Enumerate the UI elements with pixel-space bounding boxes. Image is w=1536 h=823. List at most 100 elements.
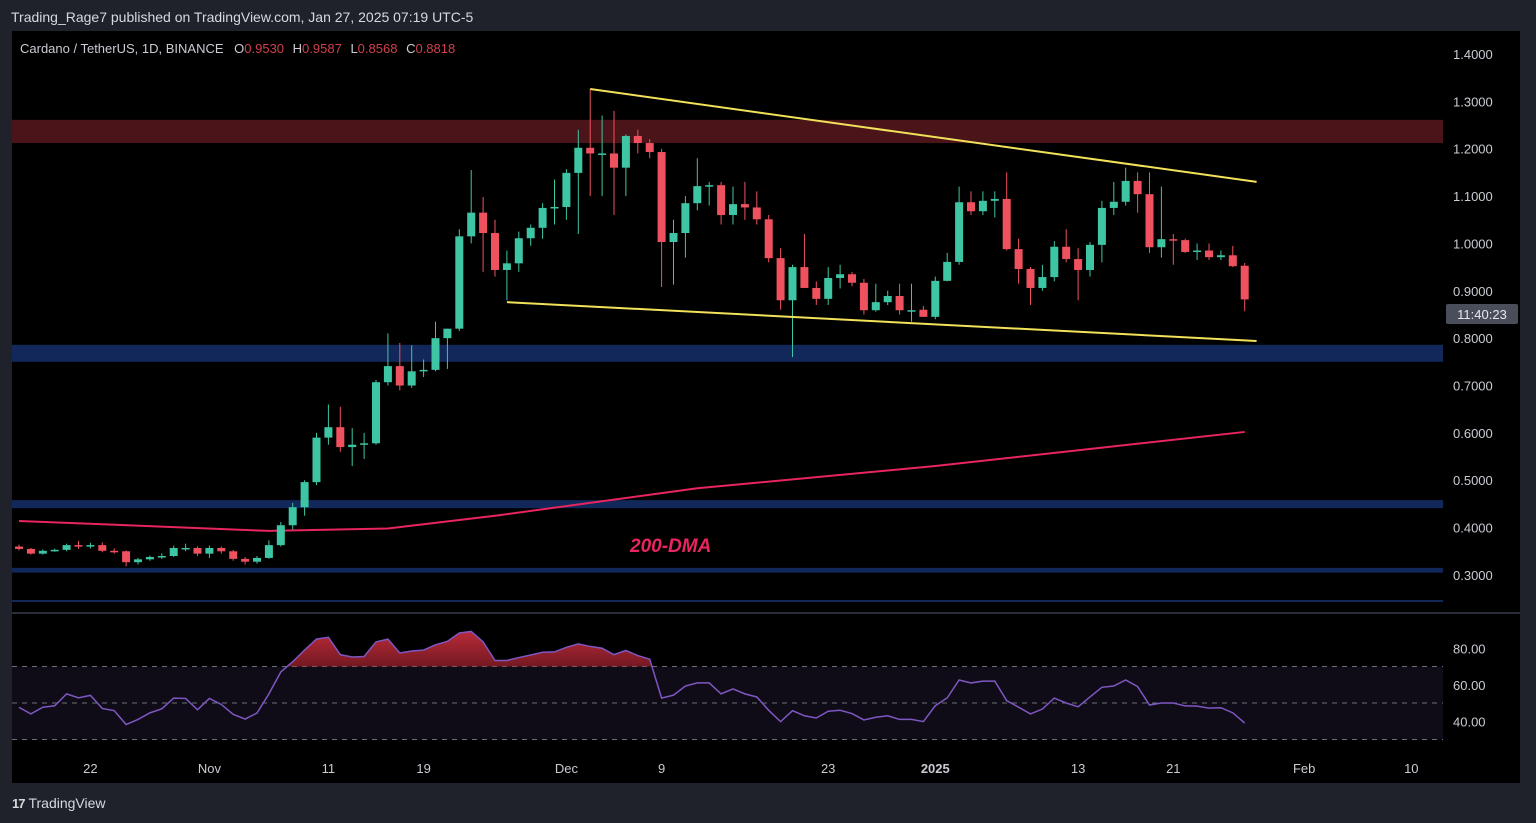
candle	[324, 404, 333, 445]
high-value: 0.9587	[302, 41, 342, 56]
close-value: 0.8818	[415, 41, 455, 56]
candle-body	[919, 309, 928, 317]
candle	[62, 543, 71, 552]
candle-body	[1014, 249, 1023, 270]
candle-body	[15, 546, 23, 549]
candle-body	[467, 212, 476, 237]
candle-body	[134, 559, 142, 563]
candle	[752, 191, 761, 225]
candle	[1014, 238, 1023, 284]
rsi-tick-label: 60.00	[1453, 678, 1486, 693]
candle-body	[241, 558, 250, 562]
price-tick-label: 1.4000	[1453, 47, 1493, 62]
candle-body	[824, 278, 833, 299]
price-tick-label: 0.4000	[1453, 521, 1493, 536]
tradingview-brand[interactable]: 17 TradingView	[12, 795, 106, 811]
candle-body	[1074, 259, 1083, 270]
candle-body	[264, 545, 273, 558]
candle	[74, 540, 83, 549]
candle	[1169, 233, 1178, 265]
candle-body	[657, 152, 666, 243]
candle-body	[276, 525, 285, 546]
candle	[764, 215, 773, 263]
candle	[145, 555, 154, 561]
time-tick-label: 2025	[921, 761, 950, 776]
time-axis[interactable]: 22 Nov 11 19 Dec 9 23 2025 13 21 Feb 10	[83, 761, 1418, 776]
candle	[419, 359, 428, 377]
candle	[907, 283, 916, 322]
candle-body	[550, 206, 559, 209]
candle	[360, 432, 369, 459]
low-label: L	[350, 41, 357, 56]
candle-body	[621, 135, 630, 168]
candle-body	[1026, 269, 1035, 288]
candle-body	[848, 274, 856, 283]
candle-body	[50, 549, 59, 552]
candle	[134, 557, 142, 565]
candle-body	[883, 296, 892, 303]
candle-body	[348, 444, 357, 448]
candle-body	[193, 547, 202, 554]
candle	[931, 276, 940, 320]
candle-body	[62, 545, 71, 550]
candle	[502, 250, 511, 301]
candle	[883, 290, 892, 306]
candle	[740, 181, 749, 220]
candle	[1109, 181, 1118, 216]
open-value: 0.9530	[244, 41, 284, 56]
candle-body	[110, 550, 119, 553]
candle	[348, 428, 357, 467]
candle	[1121, 167, 1130, 206]
candle	[1097, 200, 1106, 263]
candle-body	[1193, 250, 1202, 253]
candle	[562, 169, 571, 220]
trendline	[506, 301, 1257, 343]
candle-body	[871, 302, 880, 311]
candle-body	[443, 328, 452, 339]
candle-body	[288, 507, 297, 526]
candle-body	[836, 274, 845, 279]
candle	[1133, 172, 1142, 213]
candle	[26, 547, 35, 555]
candle-body	[479, 212, 488, 234]
candle	[705, 181, 714, 206]
candle	[110, 548, 119, 554]
candle	[859, 278, 868, 315]
candle-body	[502, 263, 511, 270]
candle-body	[764, 219, 773, 259]
candle	[1050, 241, 1059, 282]
candle	[895, 283, 904, 315]
candle-body	[669, 233, 678, 243]
tradingview-logo-icon: 17	[12, 795, 26, 811]
chart-legend: Cardano / TetherUS, 1D, BINANCE O0.9530 …	[20, 41, 455, 56]
candle-body	[360, 443, 369, 445]
candle	[1062, 229, 1071, 263]
candle	[729, 186, 737, 225]
candle-body	[645, 143, 654, 153]
candle	[657, 148, 666, 288]
candle-body	[26, 548, 35, 554]
candle-body	[693, 186, 702, 204]
candle-body	[74, 545, 83, 547]
candle	[955, 186, 964, 265]
time-tick-label: Nov	[198, 761, 222, 776]
candle	[1193, 243, 1202, 261]
candle	[1240, 262, 1249, 312]
candle	[122, 550, 131, 567]
candle	[205, 545, 214, 558]
candle	[943, 252, 952, 282]
candle	[443, 328, 452, 369]
candle-body	[1216, 255, 1225, 258]
candle-body	[574, 147, 583, 173]
candle-body	[419, 369, 428, 372]
price-tick-label: 1.0000	[1453, 236, 1493, 251]
support-zone	[12, 344, 1443, 362]
candle-body	[895, 296, 904, 311]
candle	[264, 540, 273, 559]
candle	[276, 521, 285, 547]
candle	[336, 406, 345, 452]
candle-body	[1145, 194, 1154, 248]
candle-body	[681, 203, 690, 234]
price-axis[interactable]: 1.4000 1.3000 1.2000 1.1000 1.0000 0.9000 0.80…	[1453, 47, 1493, 583]
